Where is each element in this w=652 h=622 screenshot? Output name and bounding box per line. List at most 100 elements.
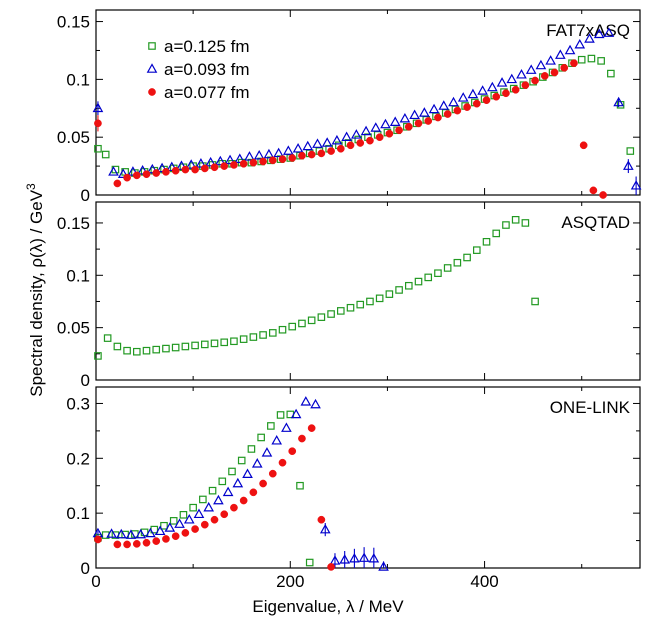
data-point	[307, 316, 316, 325]
data-point	[154, 525, 166, 536]
panel-frame	[95, 9, 641, 196]
data-point	[327, 563, 335, 571]
data-point	[278, 458, 287, 467]
data-point	[366, 136, 374, 145]
data-point	[358, 552, 370, 562]
panel-fat7xasq: 0 0.05 0.1 0.15 FAT7xASQ a=0.125 fm a=0.093 fm…	[57, 9, 642, 205]
panel-label: FAT7xASQ	[546, 21, 630, 40]
data-point	[434, 269, 442, 278]
data-point	[399, 112, 411, 123]
panel-asqtad: 0 0.05 0.1 0.15 ASQTAD	[57, 201, 641, 390]
data-point	[273, 147, 284, 158]
data-point	[404, 122, 413, 131]
data-point	[224, 154, 236, 165]
data-point	[329, 555, 341, 565]
data-point	[300, 396, 312, 406]
data-point	[249, 488, 258, 497]
y-tick-label: 0.1	[66, 70, 90, 89]
data-point	[492, 92, 501, 101]
data-point	[414, 119, 423, 128]
data-point	[191, 525, 199, 533]
data-point	[268, 156, 277, 165]
data-point	[389, 116, 401, 126]
data-point	[525, 64, 537, 74]
data-point	[290, 408, 302, 419]
y-tick-label: 0.05	[57, 128, 90, 147]
data-point	[545, 55, 556, 65]
series-a0077	[94, 59, 607, 199]
data-point	[230, 337, 238, 346]
data-point	[506, 73, 518, 84]
data-point	[327, 147, 335, 155]
data-point	[310, 398, 321, 409]
data-point	[283, 145, 294, 155]
data-point	[164, 522, 176, 532]
data-point	[385, 290, 394, 298]
data-point	[531, 297, 539, 306]
data-point	[201, 340, 209, 349]
data-point	[210, 515, 219, 524]
data-point	[200, 520, 209, 529]
data-point	[181, 342, 190, 351]
y-tick-label: 0.15	[57, 214, 90, 233]
data-point	[195, 158, 207, 168]
data-point	[169, 517, 178, 525]
y-tick-label: 0.15	[57, 13, 90, 32]
data-point	[171, 343, 180, 352]
data-point	[210, 339, 219, 348]
data-point	[550, 68, 559, 77]
data-point	[482, 96, 491, 105]
y-tick-label: 0	[81, 186, 90, 205]
data-point	[560, 63, 569, 72]
data-point	[94, 535, 102, 544]
data-point	[115, 528, 127, 539]
data-point	[482, 237, 491, 246]
data-point	[339, 554, 351, 564]
data-point	[123, 540, 131, 549]
panel-frame	[95, 386, 641, 569]
data-point	[132, 171, 141, 180]
data-point	[370, 122, 382, 132]
data-point	[337, 307, 345, 315]
data-point	[375, 133, 384, 142]
y-tick-label: 0.05	[57, 319, 90, 338]
data-point	[341, 131, 352, 141]
data-point	[511, 216, 520, 224]
data-point	[249, 333, 258, 341]
data-point	[327, 310, 335, 318]
data-point	[317, 313, 326, 321]
data-point	[321, 137, 333, 147]
data-point	[589, 186, 598, 195]
data-point	[613, 96, 624, 107]
data-point	[584, 33, 595, 43]
data-point	[276, 411, 285, 419]
y-axis-title-superscript: 3	[24, 183, 38, 190]
data-point	[298, 434, 306, 443]
data-point	[368, 552, 380, 563]
data-point	[94, 119, 102, 128]
data-point	[457, 92, 469, 102]
data-point	[249, 158, 258, 167]
data-point	[113, 179, 122, 188]
panel-label: ASQTAD	[561, 213, 630, 232]
y-axis-title: Spectral density, ρ(λ) / GeV3	[24, 183, 46, 397]
data-point	[181, 529, 190, 537]
data-point	[208, 486, 217, 495]
data-point	[438, 100, 450, 110]
data-point	[162, 168, 170, 176]
data-point	[132, 540, 141, 548]
data-point	[166, 161, 178, 172]
data-point	[292, 143, 304, 153]
data-point	[268, 469, 277, 478]
data-point	[162, 344, 170, 353]
y-axis-title-text: Spectral density, ρ(λ) / GeV	[27, 189, 46, 396]
data-point	[147, 163, 158, 174]
series-a0093	[92, 27, 642, 195]
data-point	[142, 170, 151, 179]
data-point	[145, 527, 156, 538]
data-point	[472, 99, 481, 108]
data-point	[305, 558, 314, 567]
data-point	[356, 139, 365, 147]
legend-label: a=0.125 fm	[164, 37, 250, 56]
data-point	[101, 150, 110, 159]
